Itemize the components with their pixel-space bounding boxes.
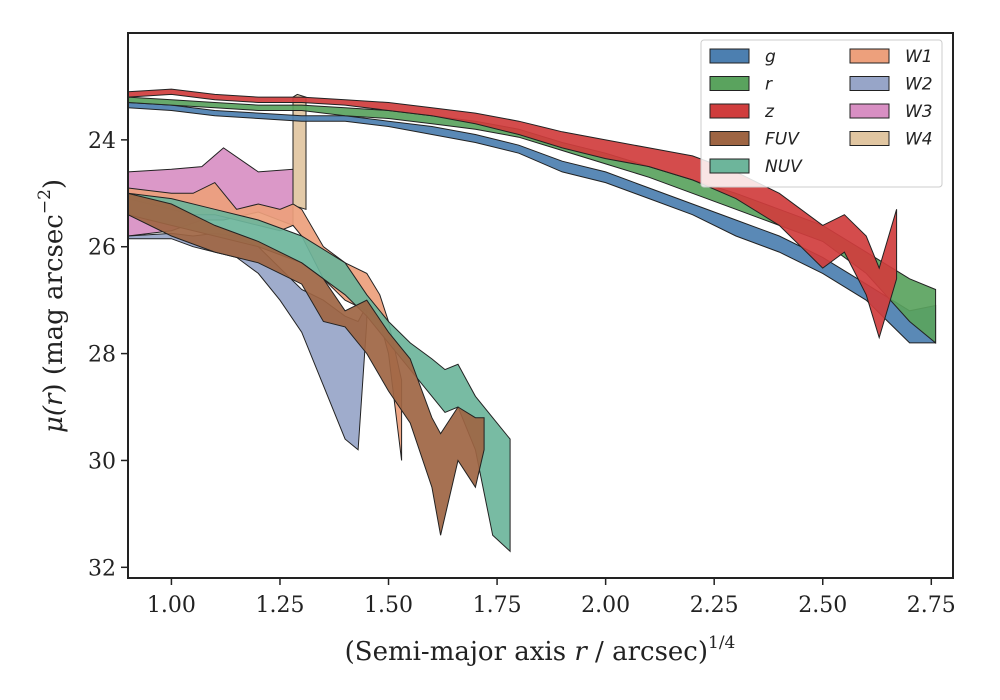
- axis-ticks: 1.00 1.25 1.50 1.75 2.00 2.25 2.50 2.75 24 26 28 30…: [88, 129, 956, 618]
- legend-swatch-nuv: [709, 158, 750, 174]
- legend-label-g: g: [765, 47, 776, 67]
- band-z: [128, 88, 898, 340]
- legend-swatch-w3: [849, 103, 890, 119]
- legend: grz FUV NUV W1 W2 W3 W4: [700, 39, 943, 188]
- axes-frame: [127, 32, 954, 579]
- y-tick-label: 26: [88, 236, 116, 261]
- y-axis-label: μ(r) (mag arcsec−2): [35, 179, 69, 433]
- legend-label-w4: W4: [905, 130, 933, 150]
- x-tick-label: 2.00: [581, 593, 630, 618]
- x-tick-label: 1.25: [255, 593, 304, 618]
- legend-label-fuv: FUV: [765, 130, 800, 150]
- legend-label-z: z: [764, 102, 775, 122]
- x-axis-label: (Semi-major axis r / arcsec)1/4: [345, 633, 736, 667]
- y-tick-label: 28: [88, 343, 116, 368]
- legend-swatch-g: [709, 48, 750, 64]
- legend-swatch-w4: [849, 131, 890, 146]
- x-tick-label: 2.75: [907, 593, 956, 618]
- legend-label-w3: W3: [905, 102, 933, 122]
- legend-swatch-w1: [849, 48, 890, 64]
- plot-area: [128, 88, 937, 553]
- y-tick-label: 32: [88, 556, 116, 581]
- band-fuv: [128, 192, 485, 536]
- legend-label-nuv: NUV: [765, 157, 803, 177]
- legend-swatch-w2: [849, 76, 890, 91]
- legend-swatch-r: [709, 76, 750, 91]
- x-tick-label: 2.25: [690, 593, 739, 618]
- band-w4: [292, 93, 307, 210]
- legend-label-w1: W1: [905, 47, 933, 67]
- x-tick-label: 1.00: [147, 593, 196, 618]
- legend-swatch-z: [709, 103, 750, 119]
- legend-label-w2: W2: [905, 75, 933, 95]
- x-tick-label: 1.50: [364, 593, 413, 618]
- x-tick-label: 2.50: [798, 593, 847, 618]
- legend-label-r: r: [765, 75, 773, 95]
- legend-swatch-fuv: [709, 131, 750, 146]
- y-tick-label: 30: [88, 449, 116, 474]
- x-tick-label: 1.75: [473, 593, 522, 618]
- y-tick-label: 24: [88, 129, 116, 154]
